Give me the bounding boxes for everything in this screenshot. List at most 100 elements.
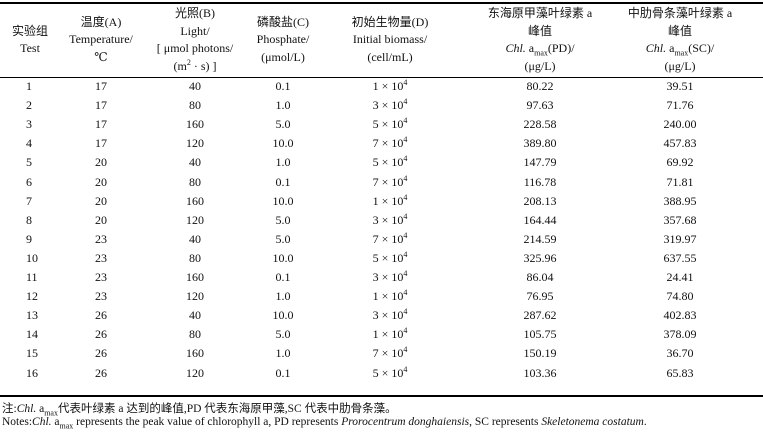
header-line: 实验组 [12,23,48,40]
table-cell: 86.04 [526,270,554,284]
header-line: Phosphate/ [257,31,310,48]
biomass-base: 7 × 10 [372,136,404,151]
table-cell: 1 × 104 [373,193,408,210]
table-cell: 5.0 [275,212,291,227]
table-cell: 1 [26,79,32,93]
biomass-exponent: 4 [403,288,408,298]
header-line: 温度(A) [81,14,122,31]
biomass-base: 5 × 10 [372,365,404,380]
text-run: max [44,408,58,418]
biomass-exponent: 4 [403,307,408,317]
table-cell: 5 × 104 [373,116,408,133]
biomass-exponent: 4 [403,116,408,126]
table-cell: 80 [189,174,201,189]
biomass-base: 5 × 10 [372,117,404,132]
header-line: Temperature/ [69,31,133,48]
table-cell: 120 [186,212,204,227]
table-cell: 7 × 104 [373,231,408,248]
text-run: max [674,48,689,58]
table-cell: 39.51 [666,79,694,93]
table-cell: 0.1 [275,270,291,284]
biomass-base: 7 × 10 [372,346,404,361]
text-run: (cell/mL) [367,49,413,64]
biomass-base: 1 × 10 [372,193,404,208]
header-line: Chl. amax(PD)/ [505,40,574,57]
table-cell: 3 × 104 [373,307,408,324]
table-cell: 1 × 104 [373,326,408,343]
table-cell: 3 × 104 [373,269,408,286]
header-line: 初始生物量(D) [352,14,429,31]
text-run: 中肋骨条藻叶绿素 a [627,6,733,20]
header-line: 东海原甲藻叶绿素 a [488,5,592,22]
header-line: ℃ [94,49,107,66]
text-run: Notes: [2,416,33,428]
bottom-rule [0,395,763,397]
biomass-exponent: 4 [403,97,408,107]
table-cell: 319.97 [663,231,697,246]
table-cell: 11 [26,270,38,284]
table-cell: 65.83 [666,365,694,380]
biomass-exponent: 4 [403,230,408,240]
biomass-exponent: 4 [403,364,408,374]
text-run: Light/ [180,23,210,38]
table-cell: 80.22 [526,79,554,93]
text-run: max [59,421,74,431]
biomass-base: 5 × 10 [372,155,404,170]
header-line: 光照(B) [175,5,215,22]
table-cell: 10.0 [272,136,294,151]
biomass-base: 1 × 10 [372,327,404,342]
table-cell: 23 [95,289,107,304]
table-cell: 3 × 104 [373,212,408,229]
table-cell: 17 [95,117,107,132]
text-run: Chl. [16,403,37,415]
text-run: Initial biomass/ [352,32,428,47]
table-cell: 26 [95,346,107,361]
header-line: Initial biomass/ [353,31,427,48]
text-run: (m [173,58,187,73]
header-line: Light/ [180,23,209,40]
biomass-exponent: 4 [403,211,408,221]
table-cell: 160 [186,346,204,361]
text-run: Chl. [505,41,526,55]
text-run: Phosphate/ [256,32,310,47]
text-run: [ μmol photons/ [156,41,234,55]
text-run: , SC represents [469,416,542,428]
text-run: Temperature/ [69,32,133,47]
text-run: . [643,416,647,428]
table-cell: 240.00 [663,117,697,132]
table-cell: 402.83 [663,308,697,323]
table-cell: 2 [26,98,32,113]
table-cell: 325.96 [523,250,557,265]
text-run: Skeletonema costatum [541,416,644,428]
biomass-base: 1 × 10 [372,289,404,304]
biomass-exponent: 4 [403,154,408,164]
table-cell: 228.58 [523,117,557,132]
text-run: 温度(A) [80,14,122,29]
table-cell: 23 [95,270,107,284]
biomass-base: 5 × 10 [372,250,404,265]
table-cell: 76.95 [526,289,554,304]
table-cell: 357.68 [663,212,697,227]
biomass-exponent: 4 [403,78,408,87]
header-line: (μg/L) [664,58,695,75]
table-cell: 150.19 [523,346,557,361]
text-run: (μg/L) [524,58,556,73]
table-cell: 120 [186,289,204,304]
table-cell: 0.1 [275,174,291,189]
text-run: 实验组 [11,23,49,38]
table-cell: 5.0 [275,231,291,246]
biomass-base: 3 × 10 [372,308,404,323]
table-cell: 120 [186,136,204,151]
table-cell: 10.0 [272,193,294,208]
table-cell: 637.55 [663,250,697,265]
biomass-base: 7 × 10 [372,174,404,189]
table-cell: 69.92 [666,155,694,170]
table-cell: 5 × 104 [373,154,408,171]
table-cell: 71.81 [666,174,694,189]
text-run: (μg/L) [664,58,696,73]
table-cell: 105.75 [523,327,557,342]
biomass-base: 3 × 10 [372,98,404,113]
table-cell: 103.36 [523,365,557,380]
table-cell: 8 [26,212,32,227]
table-cell: 16 [26,365,38,380]
